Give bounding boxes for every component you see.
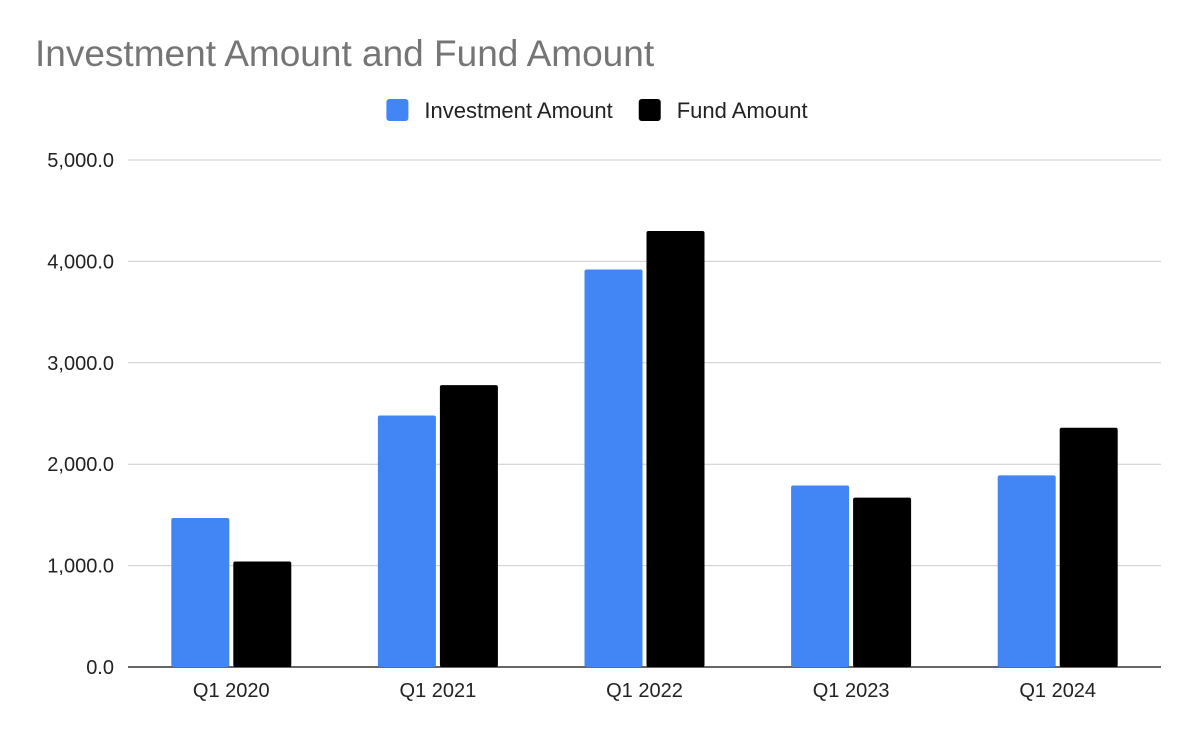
x-tick-label: Q1 2020 <box>193 680 270 702</box>
legend-swatch <box>386 99 409 121</box>
y-tick-label: 5,000.0 <box>47 150 114 172</box>
bar-fund-amount[interactable] <box>646 230 705 668</box>
bar-fund-amount[interactable] <box>1059 427 1118 667</box>
x-tick-label: Q1 2021 <box>400 680 477 702</box>
x-axis: Q1 2020 Q1 2021 Q1 2022 Q1 2023 Q1 2024 <box>193 680 1096 702</box>
bar-fund-amount[interactable] <box>853 497 912 667</box>
bars <box>171 230 1118 668</box>
bar-fund-amount[interactable] <box>233 561 292 667</box>
bar-investment-amount[interactable] <box>997 475 1056 667</box>
bar-investment-amount[interactable] <box>171 517 230 667</box>
legend-item[interactable]: Fund Amount <box>638 98 808 123</box>
y-axis: 0.0 1,000.0 2,000.0 3,000.0 4,000.0 5,000.0 <box>47 150 114 679</box>
bar-investment-amount[interactable] <box>584 269 643 667</box>
y-tick-label: 2,000.0 <box>47 454 114 476</box>
legend-label: Investment Amount <box>424 98 612 123</box>
y-tick-label: 4,000.0 <box>47 251 114 273</box>
y-tick-label: 1,000.0 <box>47 556 114 578</box>
x-tick-label: Q1 2024 <box>1019 680 1096 702</box>
bar-fund-amount[interactable] <box>439 385 498 667</box>
legend-label: Fund Amount <box>677 98 808 123</box>
x-tick-label: Q1 2022 <box>606 680 683 702</box>
x-tick-label: Q1 2023 <box>813 680 890 702</box>
legend: Investment Amount Fund Amount <box>386 98 808 123</box>
y-tick-label: 0.0 <box>86 657 114 679</box>
legend-item[interactable]: Investment Amount <box>386 98 613 123</box>
y-tick-label: 3,000.0 <box>47 353 114 375</box>
legend-swatch <box>638 99 661 121</box>
bar-investment-amount[interactable] <box>377 415 436 667</box>
gridlines <box>128 159 1161 668</box>
bar-investment-amount[interactable] <box>791 485 850 667</box>
chart-title: Investment Amount and Fund Amount <box>35 33 655 74</box>
